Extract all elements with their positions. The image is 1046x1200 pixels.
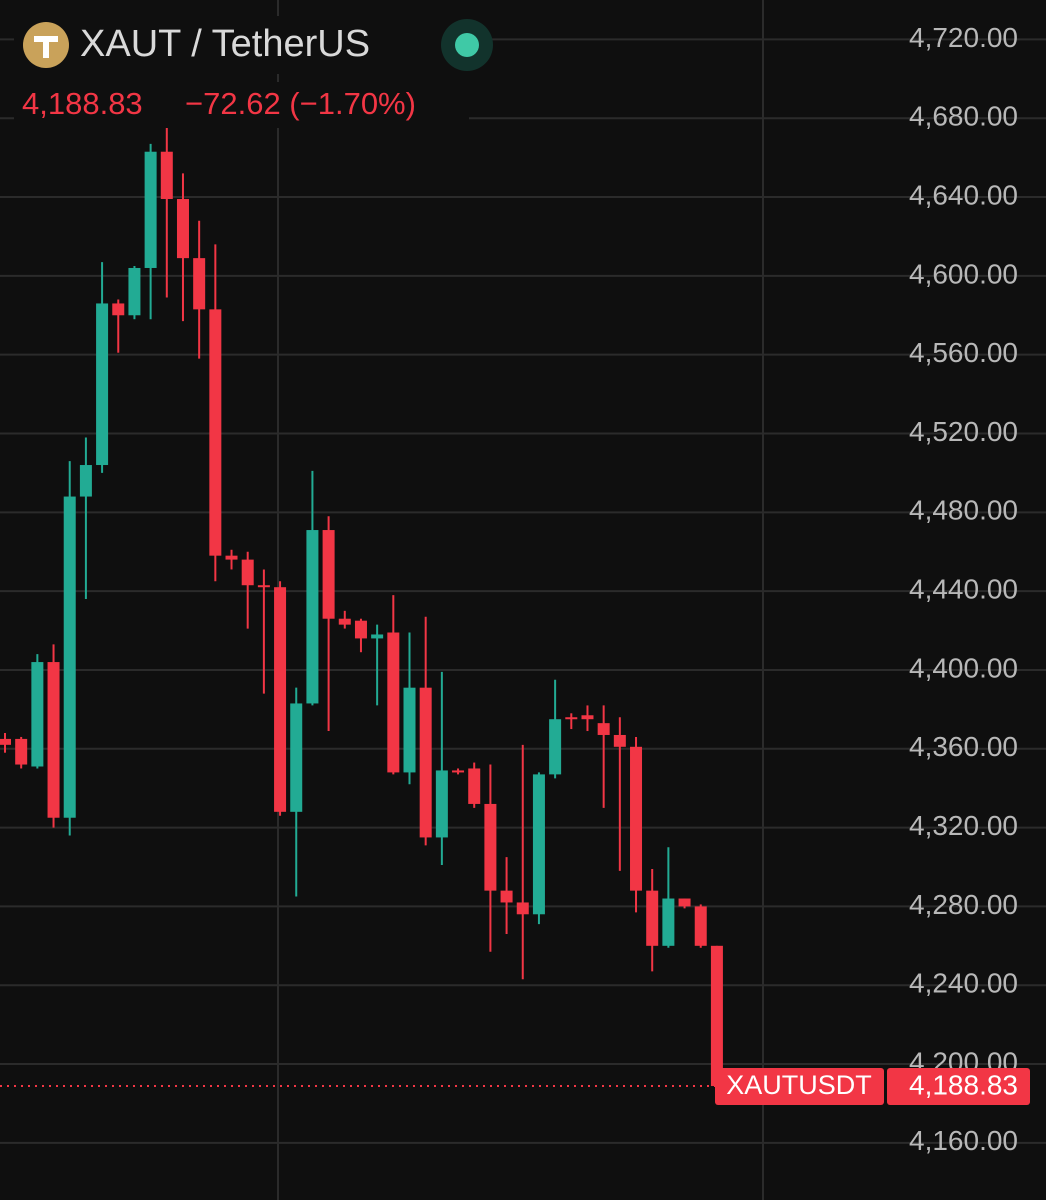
candle-body bbox=[257, 585, 270, 588]
candle-body bbox=[516, 902, 529, 915]
header: XAUT / TetherUS 4,188.83 −72.62 (−1.70%) bbox=[14, 16, 493, 128]
candle-body bbox=[387, 632, 400, 773]
candle-body bbox=[371, 634, 384, 639]
y-tick-label: 4,280.00 bbox=[909, 889, 1018, 920]
candle-body bbox=[565, 717, 578, 720]
y-tick-label: 4,320.00 bbox=[909, 810, 1018, 841]
candle-body bbox=[403, 687, 416, 773]
header-bg bbox=[14, 16, 484, 74]
y-tick-label: 4,360.00 bbox=[909, 731, 1018, 762]
y-tick-label: 4,600.00 bbox=[909, 258, 1018, 289]
candle-body bbox=[290, 703, 303, 812]
candle-body bbox=[79, 465, 92, 497]
candle-body bbox=[694, 906, 707, 946]
candle-body bbox=[193, 258, 206, 310]
candle-body bbox=[452, 770, 465, 773]
status-dot bbox=[455, 33, 479, 57]
candle-body bbox=[306, 530, 319, 704]
y-tick-label: 4,440.00 bbox=[909, 574, 1018, 605]
candle-body bbox=[0, 738, 11, 745]
candle-body bbox=[468, 768, 481, 804]
candle-body bbox=[160, 151, 173, 200]
y-tick-label: 4,520.00 bbox=[909, 416, 1018, 447]
candle-body bbox=[678, 898, 691, 907]
y-tick-label: 4,160.00 bbox=[909, 1125, 1018, 1156]
candle-body bbox=[646, 890, 659, 946]
symbol-tag bbox=[715, 1068, 884, 1106]
y-tick-label: 4,240.00 bbox=[909, 968, 1018, 999]
y-tick-label: 4,400.00 bbox=[909, 652, 1018, 683]
candle-body bbox=[613, 734, 626, 747]
y-axis: 4,160.004,200.004,240.004,280.004,320.00… bbox=[715, 22, 1030, 1156]
candle-body bbox=[322, 530, 335, 619]
y-tick-label: 4,480.00 bbox=[909, 495, 1018, 526]
candle-body bbox=[597, 723, 610, 735]
candle-body bbox=[241, 559, 254, 586]
candle-body bbox=[500, 890, 513, 903]
candle-body bbox=[209, 309, 222, 556]
y-tick-label: 4,720.00 bbox=[909, 22, 1018, 53]
plot bbox=[0, 38, 1046, 1144]
candle-body bbox=[274, 587, 287, 812]
candle-body bbox=[63, 496, 76, 818]
y-tick-label: 4,560.00 bbox=[909, 337, 1018, 368]
candle-body bbox=[630, 746, 643, 891]
price-tag bbox=[887, 1068, 1030, 1106]
candle-body bbox=[225, 555, 238, 560]
candle-body bbox=[532, 774, 545, 915]
candle-body bbox=[128, 267, 141, 316]
price-tag-label: 4,188.83 bbox=[909, 1069, 1018, 1100]
candle-body bbox=[96, 303, 109, 466]
y-tick-label: 4,640.00 bbox=[909, 179, 1018, 210]
candle-body bbox=[176, 199, 189, 259]
candle-body bbox=[484, 803, 497, 891]
candle-body bbox=[15, 738, 28, 765]
candle-body bbox=[549, 719, 562, 775]
candle-body bbox=[581, 715, 594, 720]
candle-body bbox=[435, 770, 448, 838]
candle-body bbox=[31, 662, 44, 767]
candle-body bbox=[338, 618, 351, 625]
y-tick-label: 4,680.00 bbox=[909, 101, 1018, 132]
candle-body bbox=[710, 945, 723, 1087]
candle-body bbox=[47, 662, 60, 818]
coin-glyph bbox=[34, 36, 58, 58]
symbol-tag-label: XAUTUSDT bbox=[726, 1070, 872, 1100]
candle-body bbox=[662, 898, 675, 946]
last-price: 4,188.83 bbox=[22, 86, 143, 121]
candle-body bbox=[419, 687, 432, 838]
candle-body bbox=[354, 620, 367, 639]
price-bg bbox=[14, 82, 469, 128]
candle-body bbox=[144, 151, 157, 268]
symbol-title: XAUT / TetherUS bbox=[80, 23, 370, 65]
price-change: −72.62 (−1.70%) bbox=[185, 86, 416, 121]
candle-body bbox=[112, 303, 125, 316]
